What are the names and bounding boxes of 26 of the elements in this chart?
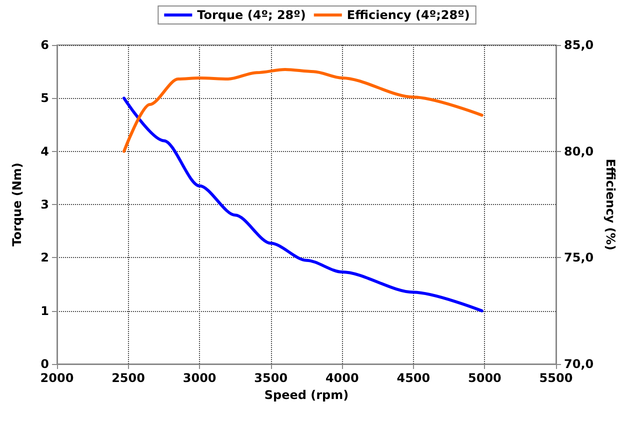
y2-tick-label: 85,0 xyxy=(564,38,594,52)
y-tick-label: 1 xyxy=(40,304,49,318)
x-tick-label: 4000 xyxy=(325,371,359,385)
line-series xyxy=(122,96,484,312)
x-tick-label: 2500 xyxy=(112,371,145,385)
y-tick-label: 6 xyxy=(40,38,49,52)
y-tick-label: 0 xyxy=(40,357,49,371)
x-tick-label: 5000 xyxy=(468,371,502,385)
x-tick-label: 4500 xyxy=(396,371,430,385)
legend-label: Efficiency (4º;28º) xyxy=(346,8,470,22)
y2-tick-label: 70,0 xyxy=(564,357,594,371)
x-axis-title: Speed (rpm) xyxy=(264,388,349,402)
line-series xyxy=(122,68,484,153)
legend-label: Torque (4º; 28º) xyxy=(197,8,306,22)
y2-axis-title: Efficiency (%) xyxy=(604,158,618,250)
y-tick-label: 4 xyxy=(40,144,49,158)
y-tick-label: 3 xyxy=(40,198,49,212)
y-tick-label: 2 xyxy=(40,250,49,265)
y2-tick-label: 80,0 xyxy=(564,144,594,158)
y-tick-label: 5 xyxy=(40,91,49,106)
x-tick-label: 5500 xyxy=(539,371,573,385)
y-axis-title: Torque (Nm) xyxy=(10,162,24,246)
x-tick-label: 2000 xyxy=(40,371,74,385)
x-tick-label: 3500 xyxy=(254,371,288,385)
y2-tick-label: 75,0 xyxy=(564,250,594,265)
x-tick-label: 3000 xyxy=(182,371,216,385)
